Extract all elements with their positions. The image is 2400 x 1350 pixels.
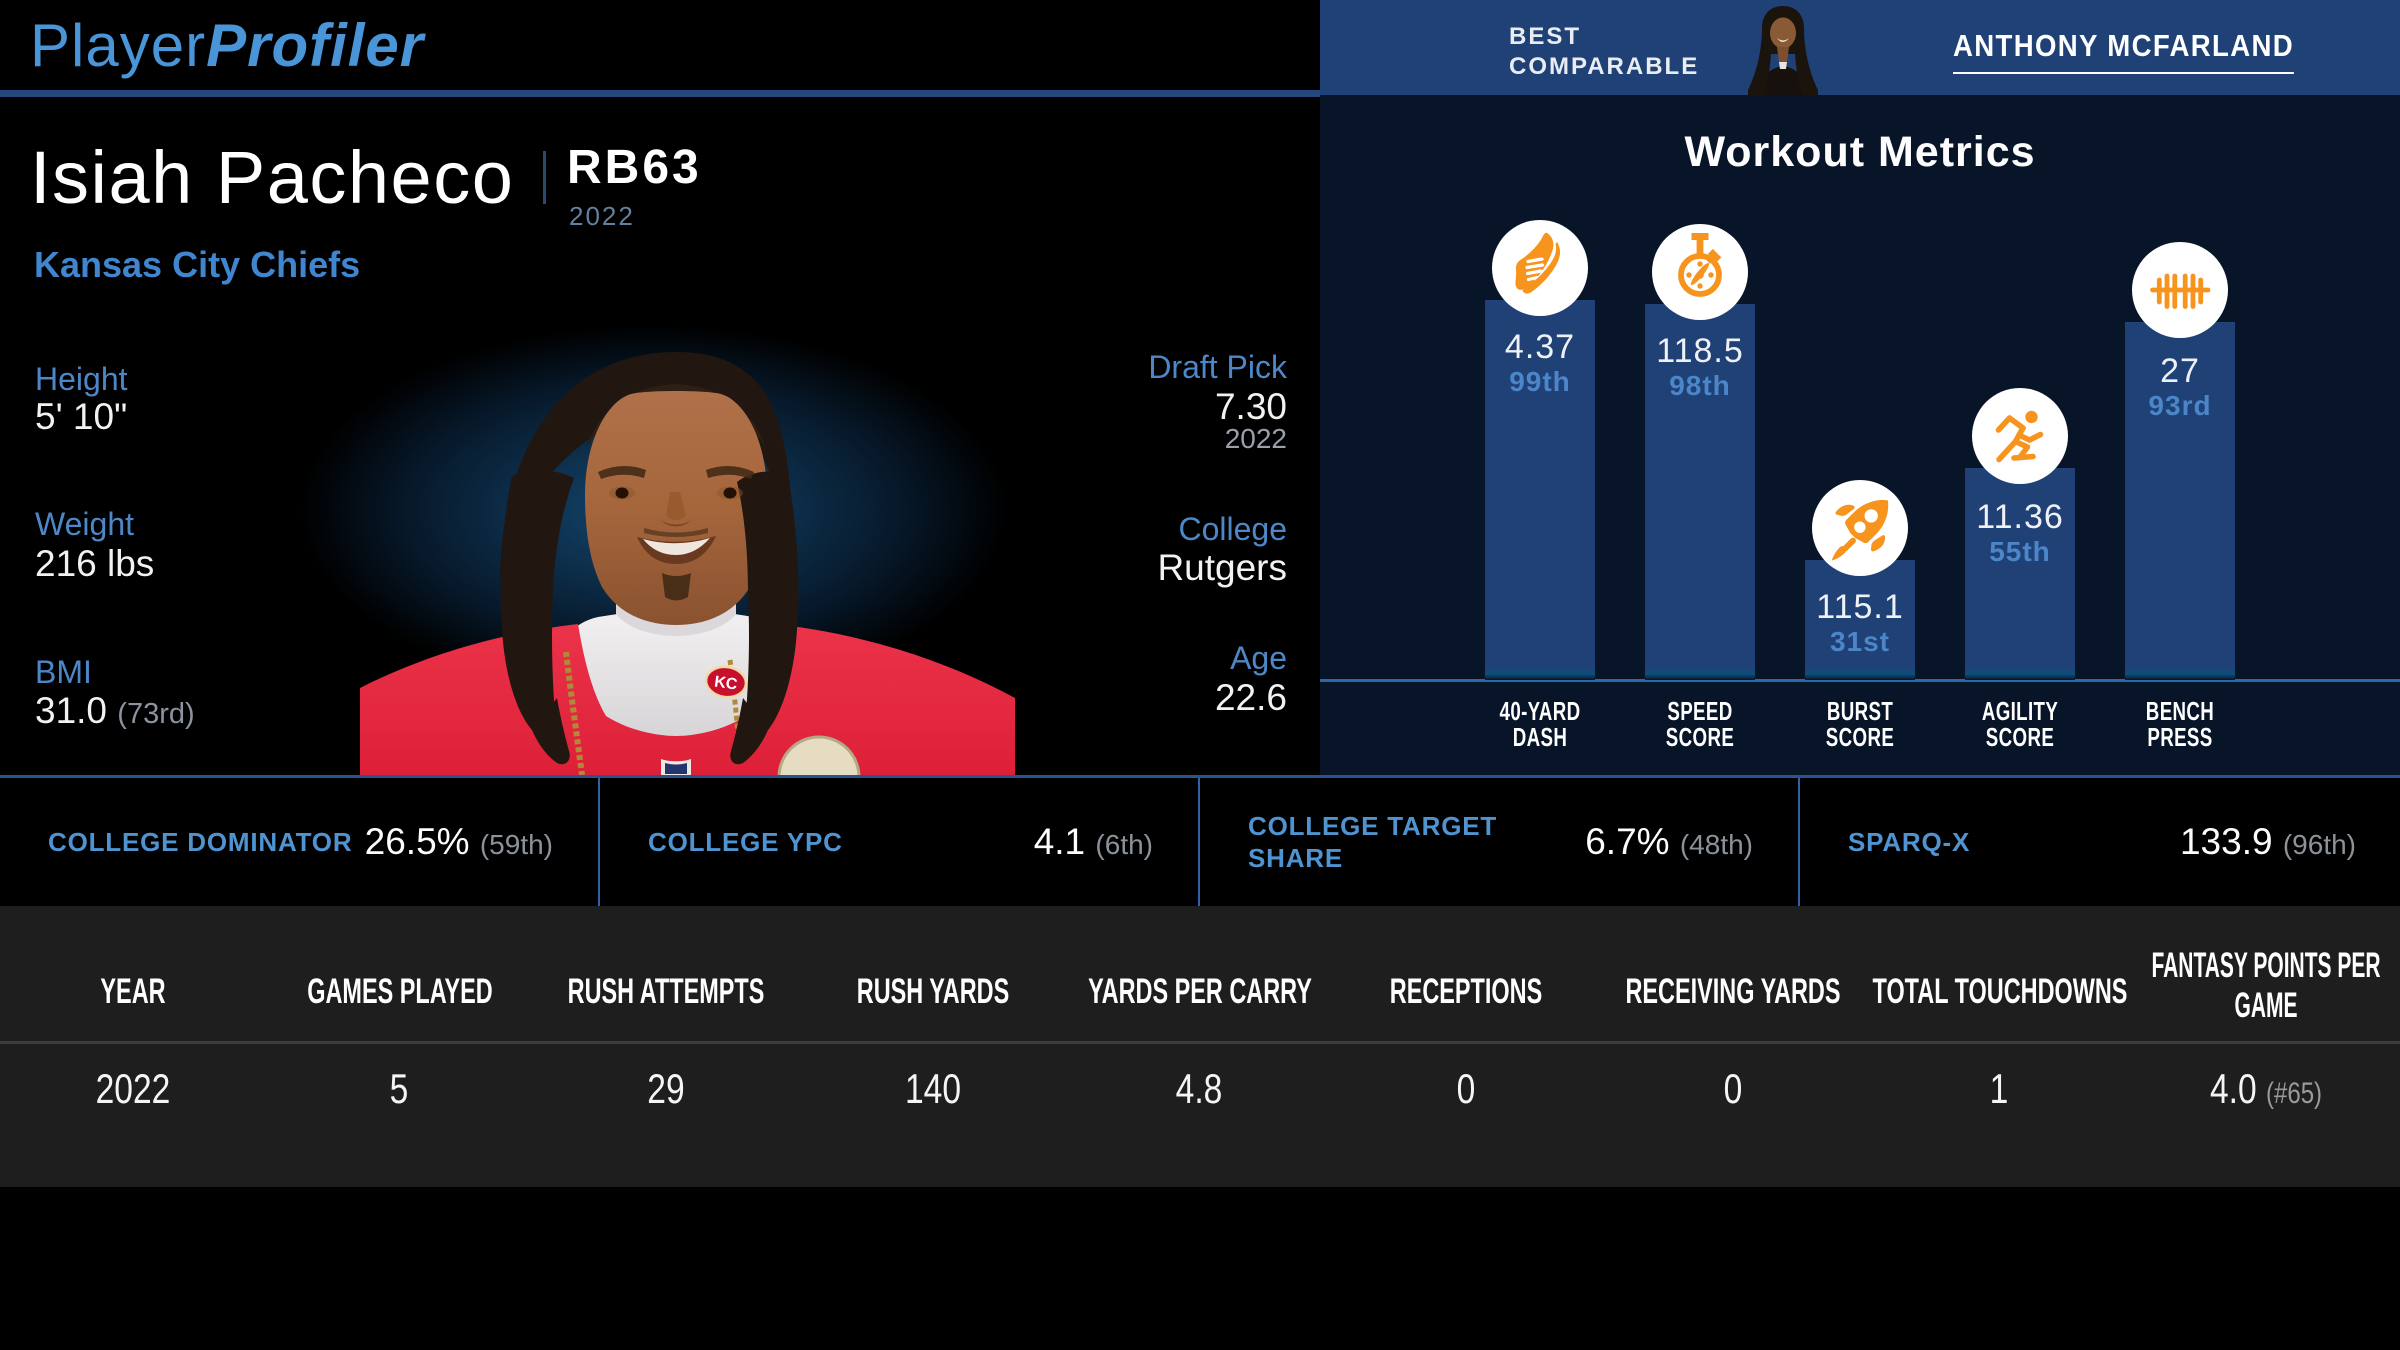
svg-text:KC: KC xyxy=(713,673,739,693)
